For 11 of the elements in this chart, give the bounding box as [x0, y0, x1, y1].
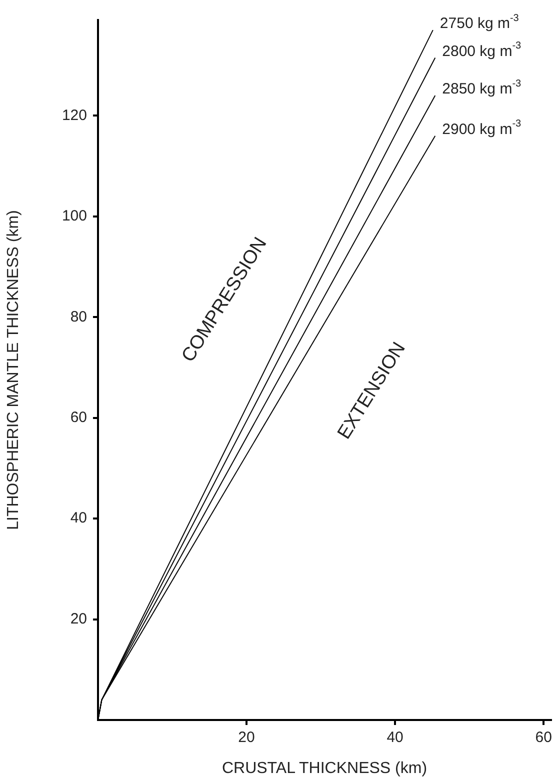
y-tick-label: 120	[62, 106, 87, 124]
x-tick-label: 20	[238, 729, 255, 746]
y-tick-label: 60	[70, 408, 87, 426]
y-tick-label: 20	[70, 610, 87, 628]
y-axis-title: LITHOSPHERIC MANTLE THICKNESS (km)	[5, 210, 22, 530]
y-tick-label: 80	[70, 308, 87, 326]
x-axis-title: CRUSTAL THICKNESS (km)	[222, 760, 428, 777]
y-tick-label: 100	[62, 208, 87, 225]
x-tick-label: 60	[535, 729, 552, 746]
x-tick-label: 40	[386, 729, 404, 746]
y-tick-label: 40	[70, 510, 87, 527]
